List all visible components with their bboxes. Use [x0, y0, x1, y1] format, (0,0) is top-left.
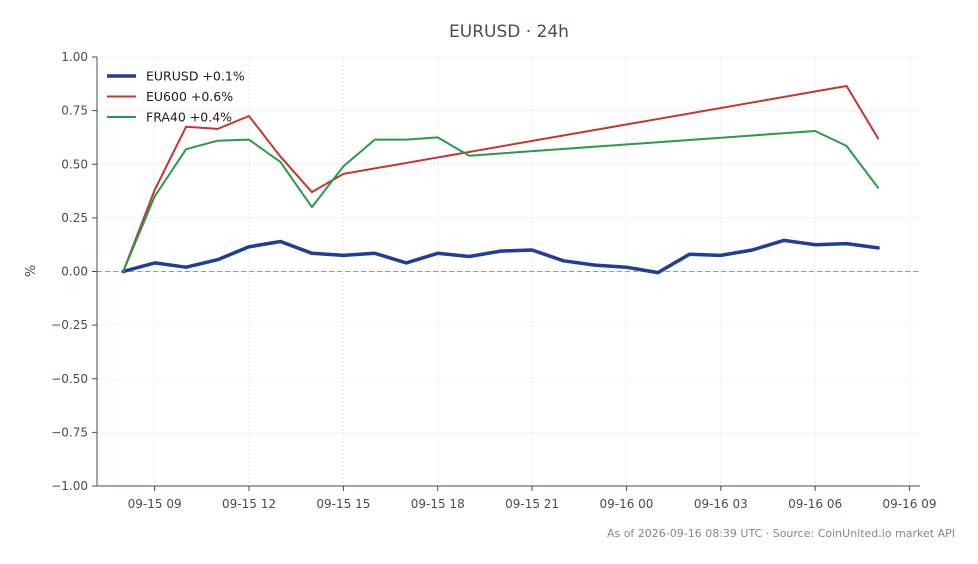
y-tick-label: 1.00 [61, 50, 88, 64]
y-tick-label: −0.50 [51, 372, 88, 386]
chart-title: EURUSD · 24h [449, 22, 569, 42]
y-tick-label: 0.00 [61, 265, 88, 279]
series-line-3 [122, 130, 880, 273]
x-tick-label: 09-15 18 [411, 497, 465, 511]
x-axis-ticks: 09-15 09 09-15 12 09-15 15 09-15 18 09-15 21… [128, 486, 937, 511]
source-footer: As of 2026-09-16 08:39 UTC · Source: Coi… [607, 527, 955, 540]
y-tick-label: 0.75 [61, 104, 88, 118]
y-tick-label: −0.75 [51, 425, 88, 439]
series-line-2 [122, 85, 880, 273]
legend-label: EURUSD +0.1% [146, 69, 245, 84]
x-tick-label: 09-15 21 [505, 497, 559, 511]
series-lines [121, 85, 880, 275]
x-tick-label: 09-16 03 [694, 497, 748, 511]
y-tick-label: −1.00 [51, 479, 88, 493]
series-line-1 [121, 238, 880, 275]
x-tick-label: 09-16 00 [599, 497, 653, 511]
y-axis-ticks: 1.00 0.75 0.50 0.25 0.00 −0.25 −0.50 −0.75 −1.00 [51, 50, 97, 493]
y-tick-label: 0.50 [61, 157, 88, 171]
legend: EURUSD +0.1% EU600 +0.6% FRA40 +0.4% [107, 69, 245, 125]
legend-label: FRA40 +0.4% [146, 110, 232, 125]
x-tick-label: 09-16 06 [788, 497, 842, 511]
y-axis-label: % [24, 265, 39, 277]
x-tick-label: 09-15 12 [222, 497, 276, 511]
x-tick-label: 09-15 15 [316, 497, 370, 511]
y-tick-label: 0.25 [61, 211, 88, 225]
y-tick-label: −0.25 [51, 318, 88, 332]
x-tick-label: 09-15 09 [128, 497, 182, 511]
x-tick-label: 09-16 09 [883, 497, 937, 511]
legend-label: EU600 +0.6% [146, 89, 233, 104]
